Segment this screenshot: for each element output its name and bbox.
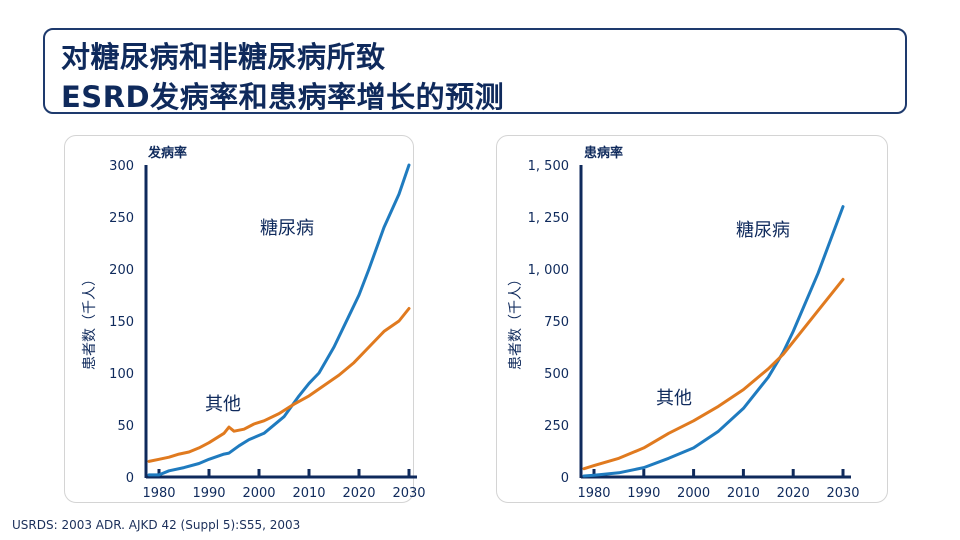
y-tick-label: 250 <box>544 419 569 434</box>
y-tick-label: 200 <box>109 263 134 278</box>
x-tick-label: 2000 <box>677 486 710 501</box>
x-tick-label: 2010 <box>292 486 325 501</box>
y-tick-label: 1, 500 <box>528 159 569 174</box>
y-tick-label: 0 <box>126 471 134 486</box>
incidence-chart-panel <box>64 135 414 503</box>
x-tick-label: 1990 <box>627 486 660 501</box>
x-tick-label: 2020 <box>342 486 375 501</box>
diabetes-label: 糖尿病 <box>736 220 790 241</box>
diabetes-series-line <box>582 205 845 478</box>
x-tick-label: 1990 <box>192 486 225 501</box>
x-tick-label: 2030 <box>392 486 425 501</box>
source-citation: USRDS: 2003 ADR. AJKD 42 (Suppl 5):S55, … <box>12 518 301 532</box>
y-tick-label: 300 <box>109 159 134 174</box>
y-tick-label: 100 <box>109 367 134 382</box>
y-tick-label: 500 <box>544 367 569 382</box>
other-series-line <box>582 277 845 471</box>
y-axis-label: 患者数（千人） <box>508 272 524 370</box>
y-axis-label: 患者数（千人） <box>82 272 98 370</box>
y-tick-label: 50 <box>117 419 134 434</box>
x-tick-label: 2010 <box>727 486 760 501</box>
y-tick-label: 250 <box>109 211 134 226</box>
prevalence-chart-panel <box>496 135 888 503</box>
y-tick-label: 750 <box>544 315 569 330</box>
other-series-line <box>147 307 411 463</box>
chart-title: 发病率 <box>147 145 187 161</box>
slide-title-line-2: ESRD发病率和患病率增长的预测 <box>61 80 505 114</box>
x-tick-label: 1980 <box>142 486 175 501</box>
diabetes-series-line <box>147 163 411 477</box>
other-label: 其他 <box>205 394 241 415</box>
chart-title: 患病率 <box>584 145 623 161</box>
x-tick-label: 2000 <box>242 486 275 501</box>
x-tick-label: 2030 <box>826 486 859 501</box>
other-label: 其他 <box>656 388 692 409</box>
y-tick-label: 1, 250 <box>528 211 569 226</box>
y-tick-label: 150 <box>109 315 134 330</box>
y-tick-label: 1, 000 <box>528 263 569 278</box>
diabetes-label: 糖尿病 <box>260 218 314 239</box>
title-box: 对糖尿病和非糖尿病所致 ESRD发病率和患病率增长的预测 <box>43 28 907 114</box>
slide-title-line-1: 对糖尿病和非糖尿病所致 <box>61 40 386 74</box>
x-tick-label: 1980 <box>577 486 610 501</box>
y-tick-label: 0 <box>561 471 569 486</box>
x-tick-label: 2020 <box>777 486 810 501</box>
